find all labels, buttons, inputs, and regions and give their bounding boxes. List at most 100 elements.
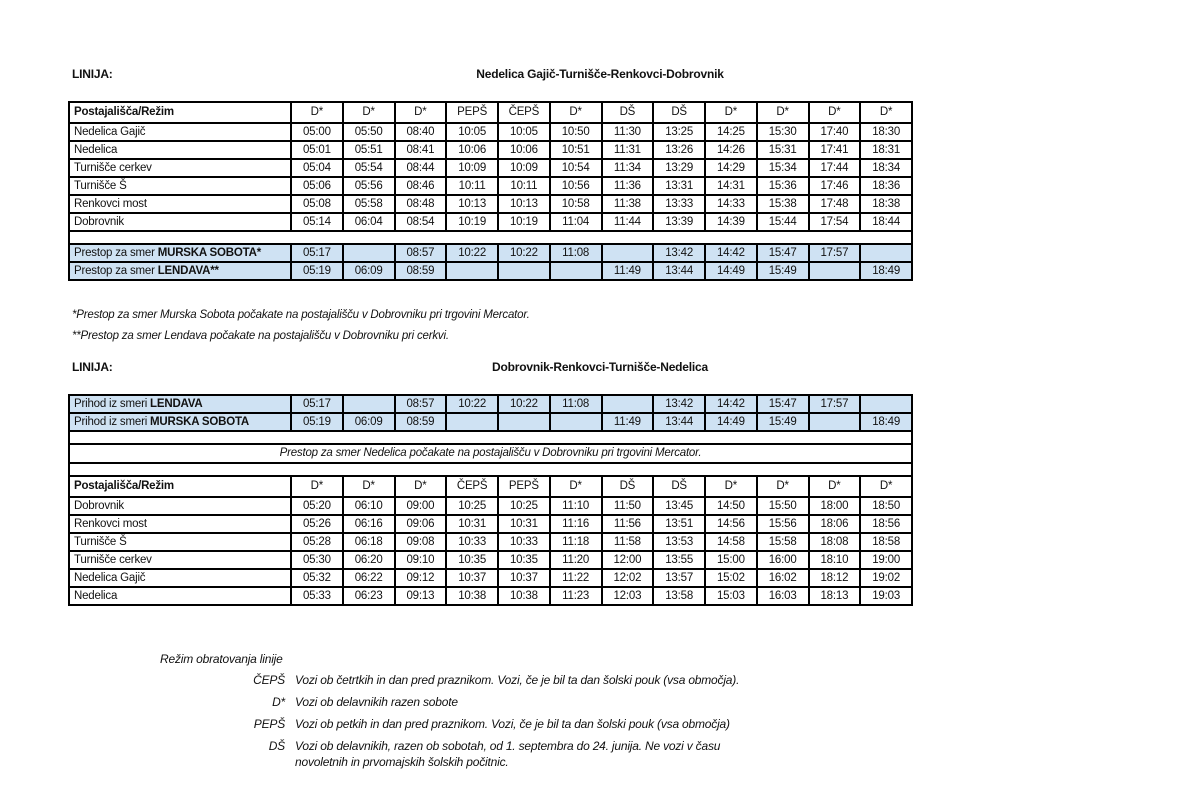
time-cell: 13:26 bbox=[652, 140, 706, 160]
time-cell: 16:02 bbox=[755, 568, 810, 588]
time-cell: 11:04 bbox=[548, 212, 603, 232]
regime-column-header: D* bbox=[290, 475, 344, 498]
time-cell: 14:58 bbox=[704, 532, 758, 552]
time-cell: 10:13 bbox=[445, 194, 499, 214]
time-cell: 10:06 bbox=[497, 140, 551, 160]
time-cell: 05:00 bbox=[290, 122, 344, 142]
legend-text: Vozi ob delavnikih, razen ob sobotah, od… bbox=[295, 739, 721, 769]
time-cell: 18:56 bbox=[859, 514, 913, 534]
time-cell: 10:05 bbox=[497, 122, 551, 142]
time-cell bbox=[600, 243, 655, 263]
time-cell: 14:29 bbox=[704, 158, 758, 178]
time-cell: 15:47 bbox=[755, 243, 810, 263]
time-cell: 11:08 bbox=[548, 394, 603, 414]
time-cell: 15:50 bbox=[755, 496, 810, 516]
legend-code: D* bbox=[272, 695, 285, 709]
time-cell: 14:31 bbox=[704, 176, 758, 196]
time-cell: 11:18 bbox=[548, 532, 603, 552]
time-cell: 18:50 bbox=[859, 496, 913, 516]
time-cell: 10:22 bbox=[445, 243, 499, 263]
direction-label-cell: Prestop za smer LENDAVA** bbox=[68, 261, 292, 281]
time-cell: 19:00 bbox=[859, 550, 913, 570]
station-name-cell: Turnišče Š bbox=[68, 532, 292, 552]
time-cell: 18:49 bbox=[859, 412, 913, 432]
time-cell: 10:19 bbox=[445, 212, 499, 232]
legend-code: PEPŠ bbox=[253, 717, 285, 731]
station-name-cell: Turnišče cerkev bbox=[68, 158, 292, 178]
time-cell: 10:56 bbox=[548, 176, 603, 196]
time-cell: 05:58 bbox=[341, 194, 396, 214]
header-row: Postajališča/Režim D* D* D* PEPŠ ČEPŠ D* DŠ DŠ D*… bbox=[68, 101, 913, 124]
time-cell: 14:56 bbox=[704, 514, 758, 534]
spacer-row bbox=[68, 430, 913, 445]
direction-label-cell: Prestop za smer MURSKA SOBOTA* bbox=[68, 243, 292, 263]
time-cell: 05:08 bbox=[290, 194, 344, 214]
time-cell: 10:11 bbox=[497, 176, 551, 196]
time-cell: 10:05 bbox=[445, 122, 499, 142]
legend-item: DŠ Vozi ob delavnikih, razen ob sobotah, … bbox=[160, 738, 765, 770]
time-cell: 15:34 bbox=[755, 158, 810, 178]
time-cell: 10:09 bbox=[497, 158, 551, 178]
legend-code: ČEPŠ bbox=[253, 673, 285, 687]
station-row: Turnišče Š 05:28 06:18 09:08 10:33 10:33 11:18… bbox=[68, 532, 913, 552]
legend-text: Vozi ob delavnikih razen sobote bbox=[295, 695, 458, 709]
stations-column-header: Postajališča/Režim bbox=[68, 101, 292, 124]
time-cell: 10:38 bbox=[445, 586, 499, 606]
time-cell: 14:33 bbox=[704, 194, 758, 214]
linija-label-1: LINIJA: bbox=[72, 67, 113, 81]
time-cell: 05:50 bbox=[341, 122, 396, 142]
time-cell bbox=[341, 243, 396, 263]
time-cell: 10:35 bbox=[497, 550, 551, 570]
time-cell: 08:59 bbox=[393, 261, 448, 281]
legend-item: D* Vozi ob delavnikih razen sobote bbox=[160, 694, 765, 710]
time-cell: 10:35 bbox=[445, 550, 499, 570]
time-cell: 11:49 bbox=[600, 412, 655, 432]
time-cell bbox=[548, 261, 603, 281]
regime-column-header: PEPŠ bbox=[497, 475, 551, 498]
time-cell: 15:58 bbox=[755, 532, 810, 552]
time-cell: 05:19 bbox=[290, 261, 344, 281]
regime-column-header: D* bbox=[704, 101, 758, 124]
time-cell: 18:49 bbox=[859, 261, 913, 281]
time-cell: 11:34 bbox=[600, 158, 655, 178]
station-name-cell: Turnišče cerkev bbox=[68, 550, 292, 570]
regime-column-header: DŠ bbox=[600, 475, 655, 498]
time-cell bbox=[341, 394, 396, 414]
time-cell: 10:13 bbox=[497, 194, 551, 214]
footnote-lendava: **Prestop za smer Lendava počakate na po… bbox=[72, 330, 449, 342]
time-cell: 09:12 bbox=[393, 568, 448, 588]
time-cell: 13:44 bbox=[652, 412, 706, 432]
time-cell bbox=[859, 243, 913, 263]
time-cell: 10:25 bbox=[497, 496, 551, 516]
legend-text: Vozi ob četrtkih in dan pred praznikom. … bbox=[295, 673, 740, 687]
time-cell: 17:41 bbox=[807, 140, 862, 160]
time-cell: 10:22 bbox=[497, 394, 551, 414]
time-cell: 10:06 bbox=[445, 140, 499, 160]
spacer-row bbox=[68, 230, 913, 245]
arrival-row: Prihod iz smeri LENDAVA 05:17 08:57 10:22 10… bbox=[68, 394, 913, 414]
time-cell: 06:23 bbox=[341, 586, 396, 606]
time-cell: 17:54 bbox=[807, 212, 862, 232]
time-cell: 18:34 bbox=[859, 158, 913, 178]
time-cell: 11:36 bbox=[600, 176, 655, 196]
time-cell: 14:49 bbox=[704, 412, 758, 432]
transfer-note-row: Prestop za smer Nedelica počakate na pos… bbox=[68, 443, 913, 464]
time-cell: 13:33 bbox=[652, 194, 706, 214]
time-cell: 18:13 bbox=[807, 586, 862, 606]
time-cell: 18:06 bbox=[807, 514, 862, 534]
transfer-row: Prestop za smer MURSKA SOBOTA* 05:17 08:57… bbox=[68, 243, 913, 263]
time-cell: 08:54 bbox=[393, 212, 448, 232]
regime-column-header: D* bbox=[859, 101, 913, 124]
time-cell: 05:19 bbox=[290, 412, 344, 432]
time-cell: 13:53 bbox=[652, 532, 706, 552]
time-cell: 05:17 bbox=[290, 243, 344, 263]
time-cell: 11:38 bbox=[600, 194, 655, 214]
time-cell: 14:25 bbox=[704, 122, 758, 142]
time-cell: 11:30 bbox=[600, 122, 655, 142]
time-cell: 06:22 bbox=[341, 568, 396, 588]
regime-column-header: DŠ bbox=[652, 475, 706, 498]
spacer-row bbox=[68, 462, 913, 477]
station-row: Nedelica Gajič 05:00 05:50 08:40 10:05 10:05 1… bbox=[68, 122, 913, 142]
time-cell: 05:33 bbox=[290, 586, 344, 606]
time-cell: 05:06 bbox=[290, 176, 344, 196]
